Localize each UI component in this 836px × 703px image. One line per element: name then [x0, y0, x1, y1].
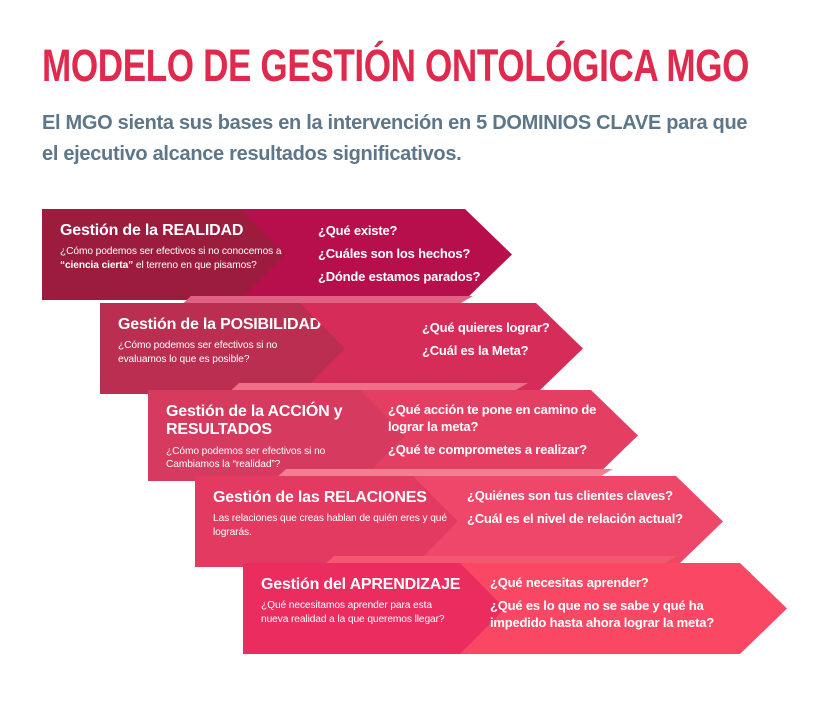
- page-title: MODELO DE GESTIÓN ONTOLÓGICA MGO: [42, 40, 750, 91]
- banner-title: Gestión de la ACCIÓN y RESULTADOS: [166, 403, 343, 439]
- description-text: ¿Cómo podemos ser efectivos si no Cambia…: [166, 445, 326, 471]
- banner-gestion-accion-resultados: Gestión de la ACCIÓN y RESULTADOS ¿Cómo …: [148, 390, 638, 481]
- description-text: ¿Cómo podemos ser efectivos si no conoce…: [60, 246, 282, 258]
- questions-list: ¿Qué acción te pone en camino de lograr …: [388, 402, 604, 465]
- banner-title: Gestión del APRENDIZAJE: [261, 576, 461, 593]
- questions-list: ¿Quiénes son tus clientes claves? ¿Cuál …: [467, 488, 713, 534]
- banner-description: ¿Cómo podemos ser efectivos si no conoce…: [60, 245, 285, 272]
- description-bold-text: “ciencia cierta”: [60, 259, 134, 271]
- question-item: ¿Dónde estamos parados?: [318, 268, 481, 284]
- description-text: Las relaciones que creas hablan de quién…: [213, 513, 447, 538]
- banner-title: Gestión de la REALIDAD: [60, 222, 244, 239]
- description-text: el terreno en que pisamos?: [133, 259, 257, 271]
- page-subtitle: El MGO sienta sus bases en la intervenci…: [42, 112, 748, 165]
- description-text: ¿Cómo podemos ser efectivos si no evalua…: [118, 340, 278, 365]
- banner-label-block: Gestión de la ACCIÓN y RESULTADOS ¿Cómo …: [148, 390, 405, 481]
- question-item: ¿Cuáles son los hechos?: [318, 245, 471, 261]
- banner-description: ¿Qué necesitamos aprender para esta nuev…: [261, 599, 457, 626]
- banner-title: Gestión de las RELACIONES: [213, 489, 427, 506]
- banner-gestion-realidad: Gestión de la REALIDAD ¿Cómo podemos ser…: [42, 209, 512, 300]
- banner-label-block: Gestión del APRENDIZAJE ¿Qué necesitamos…: [243, 563, 505, 654]
- banner-gestion-relaciones: Gestión de las RELACIONES Las relaciones…: [195, 476, 723, 567]
- questions-list: ¿Qué necesitas aprender? ¿Qué es lo que …: [490, 575, 753, 638]
- description-text: ¿Qué necesitamos aprender para esta nuev…: [261, 600, 445, 625]
- question-item: ¿Qué existe?: [318, 223, 398, 238]
- banner-label-block: Gestión de la REALIDAD ¿Cómo podemos ser…: [42, 209, 285, 300]
- banner-description: Las relaciones que creas hablan de quién…: [213, 512, 451, 539]
- banner-description: ¿Cómo podemos ser efectivos si no Cambia…: [166, 445, 341, 472]
- question-item: ¿Qué acción te pone en camino de lograr …: [388, 402, 597, 434]
- banner-gestion-aprendizaje: Gestión del APRENDIZAJE ¿Qué necesitamos…: [243, 563, 787, 654]
- question-item: ¿Cuál es el nivel de relación actual?: [467, 510, 683, 526]
- question-item: ¿Cuál es la Meta?: [422, 342, 529, 358]
- banner-gestion-posibilidad: Gestión de la POSIBILIDAD ¿Cómo podemos …: [100, 303, 583, 394]
- question-item: ¿Qué es lo que no se sabe y qué ha imped…: [490, 597, 714, 630]
- banner-title: Gestión de la POSIBILIDAD: [118, 316, 322, 333]
- questions-list: ¿Qué quieres lograr? ¿Cuál es la Meta?: [422, 320, 607, 366]
- question-item: ¿Qué quieres lograr?: [422, 320, 550, 335]
- questions-list: ¿Qué existe? ¿Cuáles son los hechos? ¿Dó…: [318, 223, 490, 292]
- question-item: ¿Qué necesitas aprender?: [490, 575, 649, 590]
- banner-label-block: Gestión de la POSIBILIDAD ¿Cómo podemos …: [100, 303, 345, 394]
- banner-label-block: Gestión de las RELACIONES Las relaciones…: [195, 476, 458, 567]
- banner-description: ¿Cómo podemos ser efectivos si no evalua…: [118, 339, 293, 366]
- question-item: ¿Qué te comprometes a realizar?: [388, 441, 587, 457]
- question-item: ¿Quiénes son tus clientes claves?: [467, 488, 673, 503]
